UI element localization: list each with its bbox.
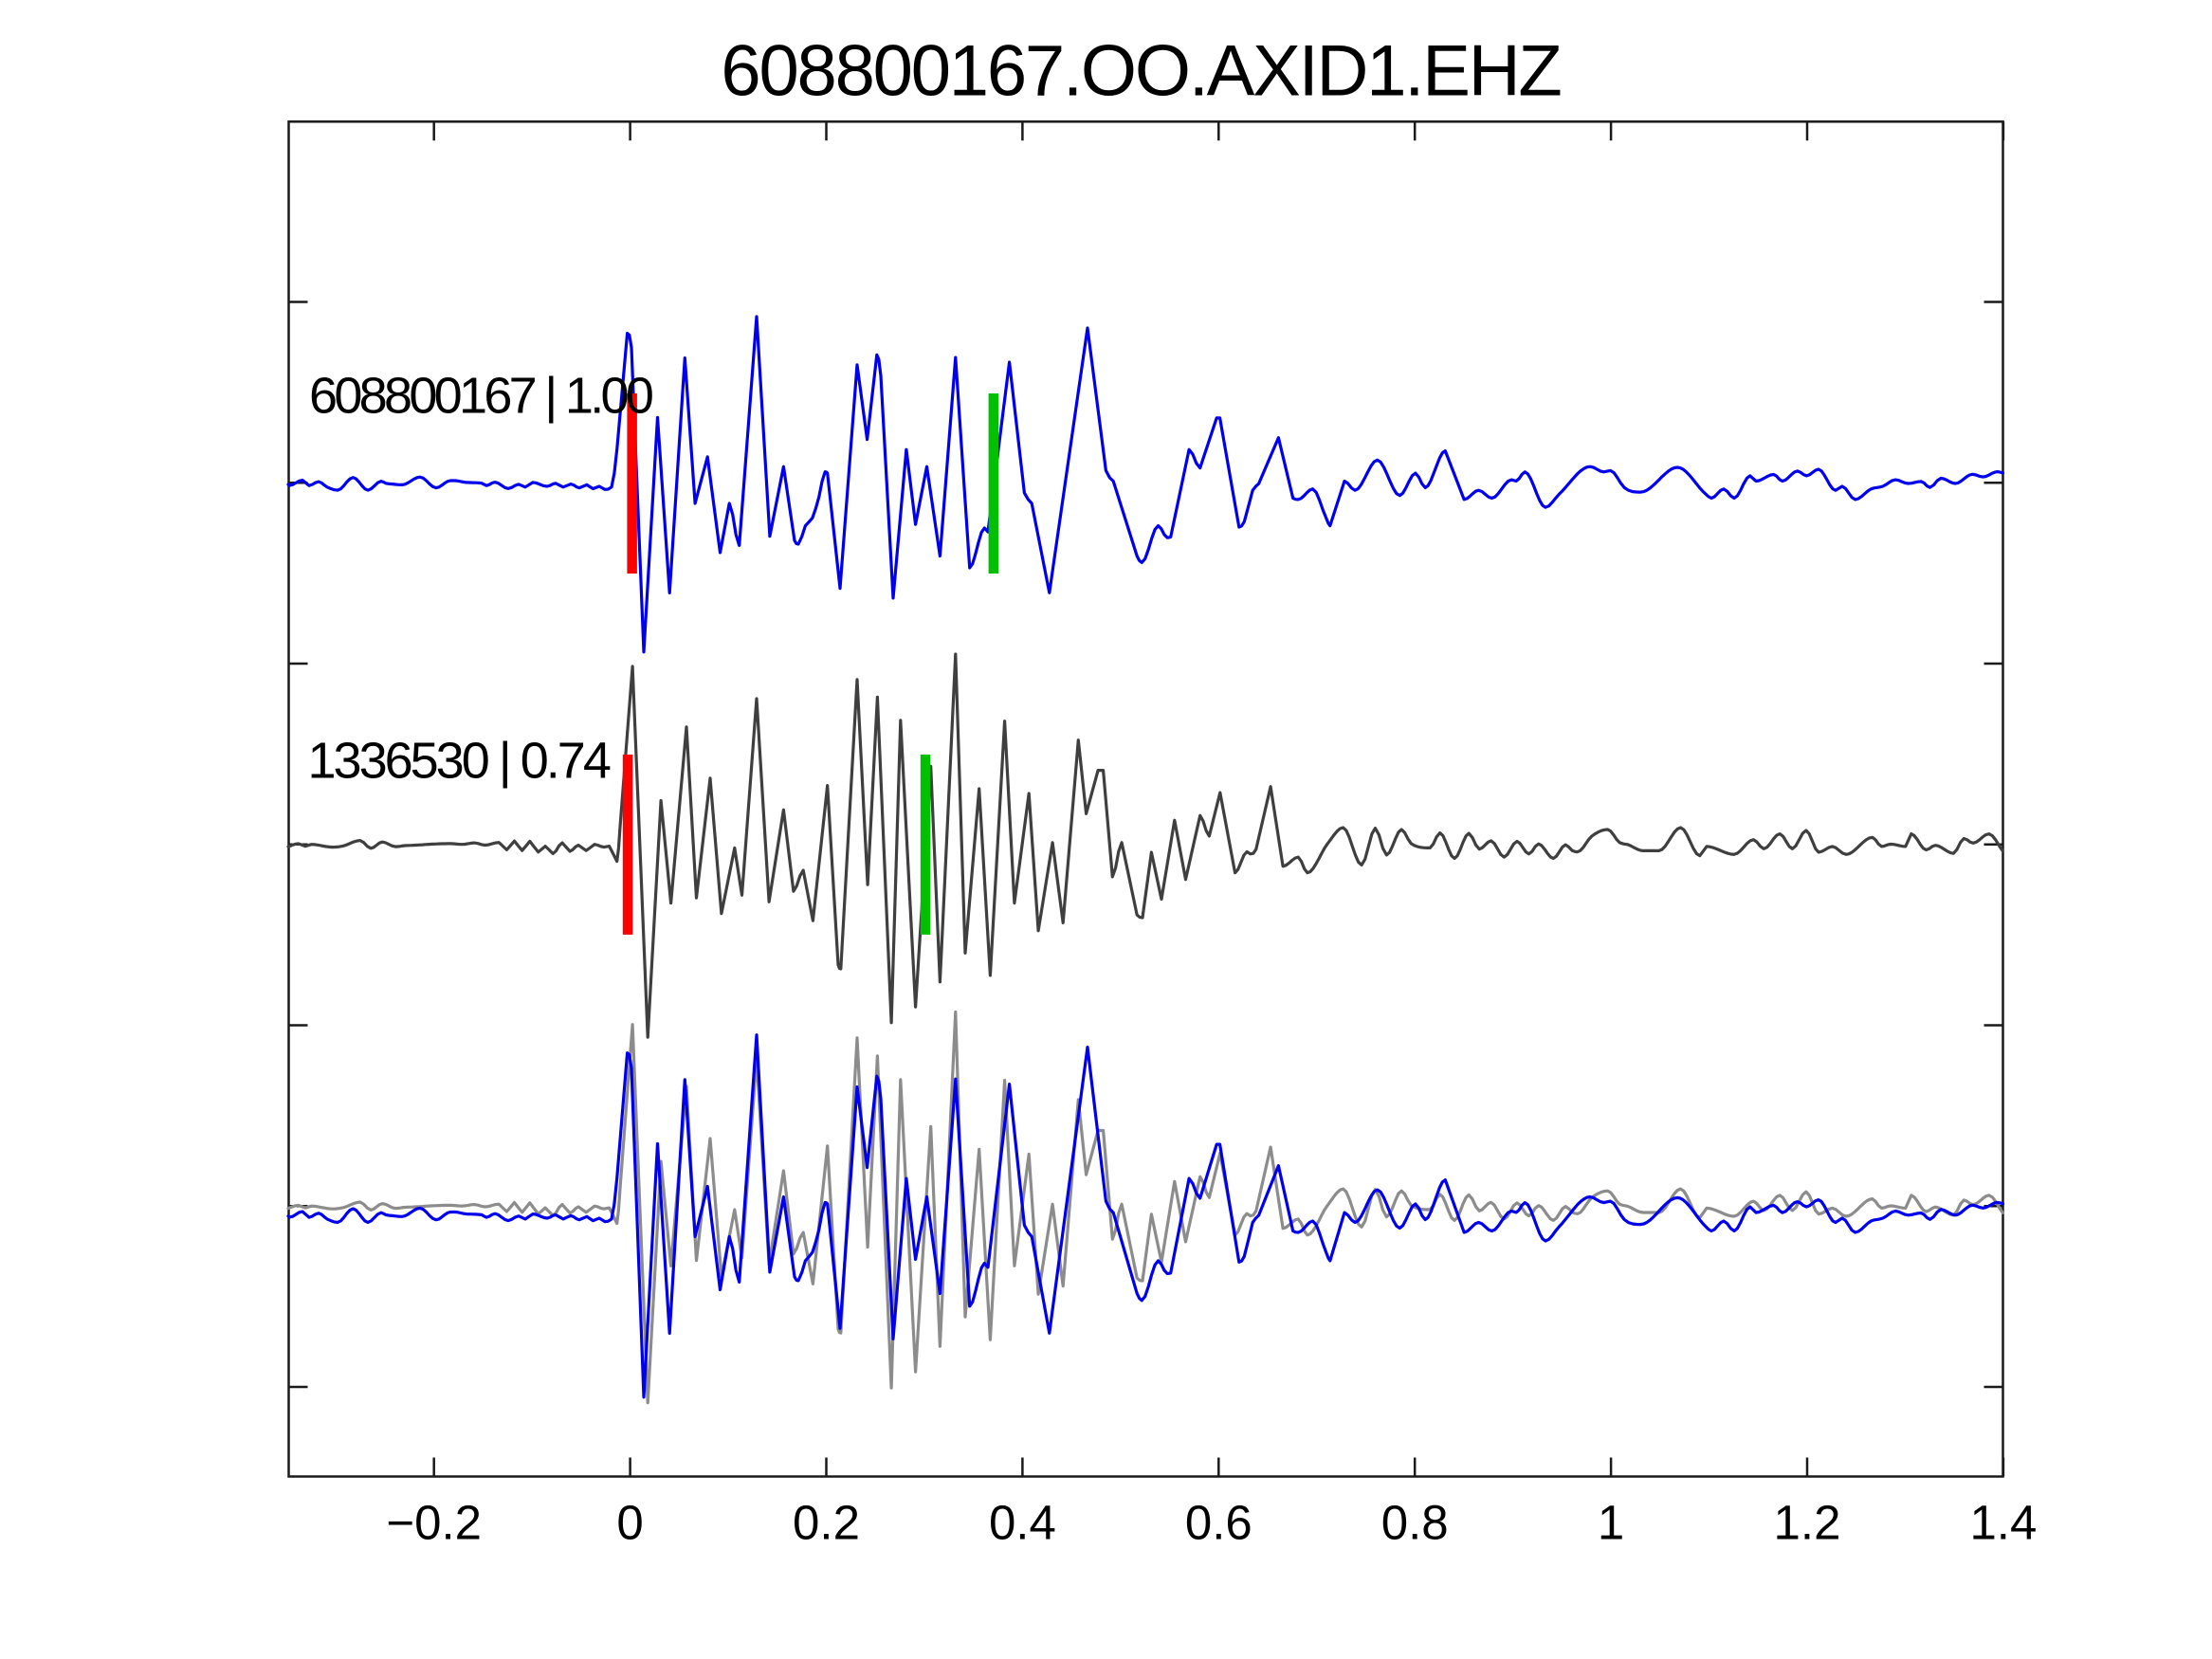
svg-text:−0.2: −0.2 (386, 1496, 482, 1550)
svg-text:1336530 | 0.74: 1336530 | 0.74 (308, 733, 611, 790)
svg-text:0.8: 0.8 (1381, 1496, 1449, 1550)
svg-text:1: 1 (1598, 1496, 1624, 1550)
svg-text:1.2: 1.2 (1774, 1496, 1841, 1550)
svg-text:0.4: 0.4 (989, 1496, 1056, 1550)
svg-text:0.2: 0.2 (793, 1496, 860, 1550)
svg-text:1.4: 1.4 (1969, 1496, 2037, 1550)
svg-text:608800167 | 1.00: 608800167 | 1.00 (309, 368, 652, 425)
svg-text:0.6: 0.6 (1185, 1496, 1252, 1550)
svg-text:0: 0 (616, 1496, 643, 1550)
svg-text:608800167.OO.AXID1.EHZ: 608800167.OO.AXID1.EHZ (721, 31, 1561, 112)
